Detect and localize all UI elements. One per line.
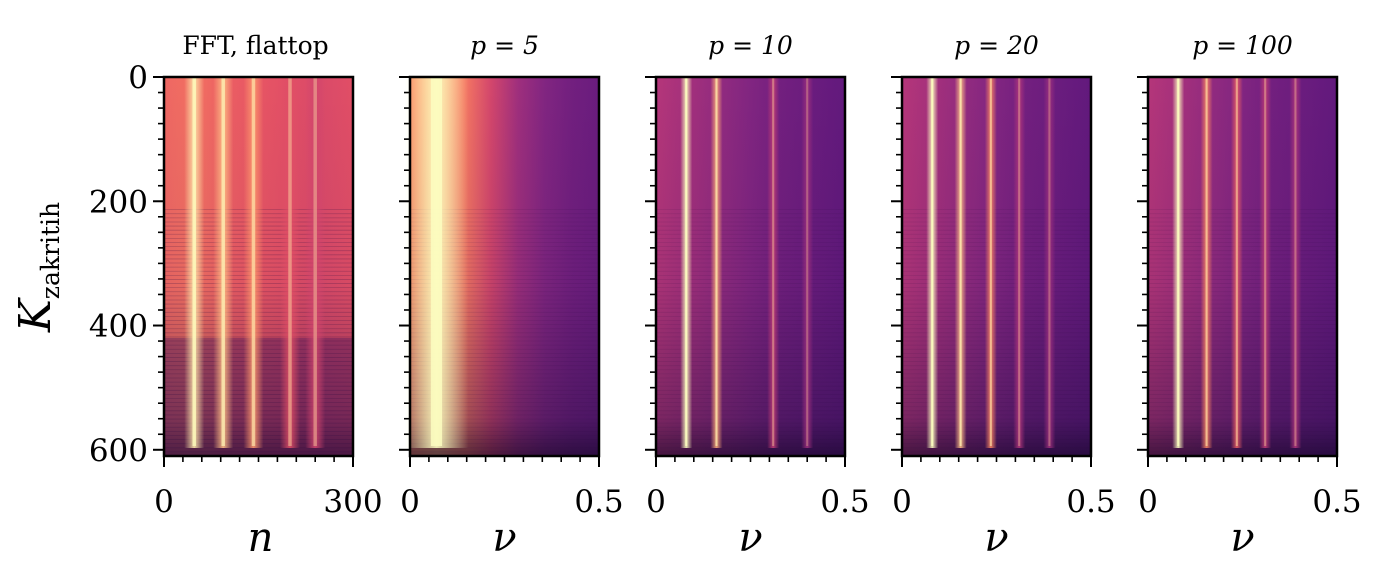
ridge-core-2 [959,77,962,446]
x-tick-label: 0.5 [1066,484,1115,520]
ridge-core-3 [251,77,256,446]
panel-5: 0 0.5 ν p = 100 [1137,31,1362,561]
x-tick-label: 0.5 [820,484,869,520]
ridge-5 [1043,77,1056,448]
ridge-core-1 [931,77,934,446]
ridge-core-1 [430,77,443,446]
ridge-core-4 [806,77,809,446]
ridge-core-5 [313,77,317,446]
x-tick-label: 0 [400,484,420,520]
ridge-core-2 [715,77,718,446]
y-ticks [645,76,656,451]
y-tick-label: 200 [89,184,148,220]
ridge-core-4 [1018,77,1021,446]
panel-title: p = 20 [954,31,1039,60]
panel-title: FFT, flattop [182,31,328,60]
x-ticks [1147,456,1338,467]
ridge-4 [1013,77,1026,448]
ridge-core-3 [989,77,992,446]
x-tick-label: 0 [892,484,912,520]
ridge-3 [767,77,780,448]
y-ticks [1137,76,1148,451]
x-axis-label: ν [1230,515,1254,561]
x-tick-label: 0 [154,484,174,520]
y-axis-label: Kzakritih [10,202,65,333]
ridge-core-5 [1294,77,1297,446]
x-tick-label: 0 [1138,484,1158,520]
ridge-core-2 [221,77,225,446]
ridge-core-3 [1235,77,1238,446]
x-tick-label: 0.5 [574,484,623,520]
x-axis-label: n [248,515,274,561]
y-tick-label: 600 [89,433,148,469]
y-tick-label: 0 [128,60,148,96]
panel-4: 0 0.5 ν p = 20 [891,31,1116,561]
ridge-core-4 [288,77,292,446]
x-tick-label: 0 [646,484,666,520]
y-ticks [153,76,164,451]
x-axis-label: ν [984,515,1008,561]
x-tick-label: 0.5 [1312,484,1361,520]
x-tick-label: 300 [323,484,382,520]
x-ticks [655,456,846,467]
y-ticks [399,76,410,451]
x-ticks [163,456,354,467]
ridge-4 [280,77,300,448]
ridge-core-1 [685,77,688,446]
x-ticks [901,456,1092,467]
y-ticks [891,76,902,451]
x-axis-label: ν [492,515,516,561]
ridge-5 [305,77,326,448]
panel-title: p = 10 [708,31,793,60]
ridge-4 [801,77,814,448]
panel-title: p = 5 [470,31,539,60]
ridge-core-3 [772,77,775,446]
panel-title: p = 100 [1192,31,1293,60]
ridge-core-2 [1205,77,1208,446]
panel-3: 0 0.5 ν p = 10 [645,31,870,561]
panel-2: 0 0.5 ν p = 5 [399,31,624,561]
ridge-4 [1259,77,1272,448]
x-ticks [409,456,600,467]
ridge-core-1 [192,77,196,446]
ridge-core-4 [1264,77,1267,446]
y-tick-label: 400 [89,309,148,345]
ridge-5 [1289,77,1302,448]
ridge-core-1 [1177,77,1180,446]
x-axis-label: ν [738,515,762,561]
ridge-core-5 [1048,77,1051,446]
